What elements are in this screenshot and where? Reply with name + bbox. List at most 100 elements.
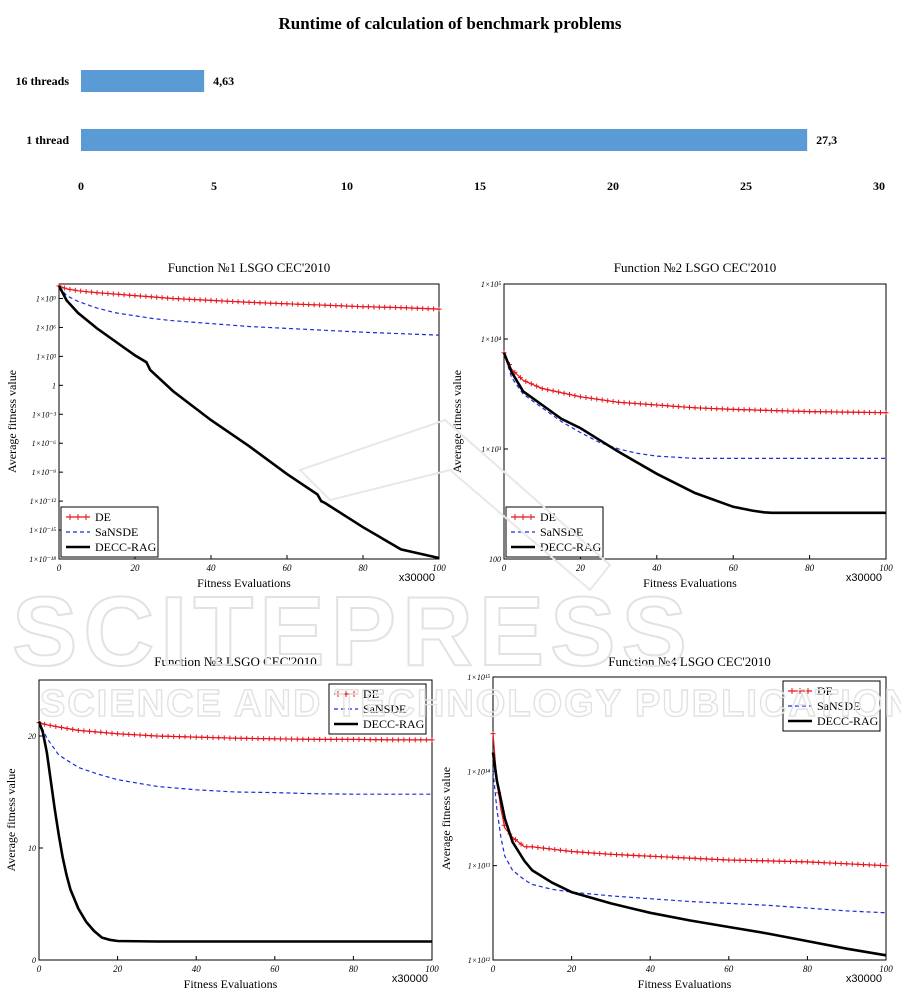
x-tick-label: 20 [113, 964, 123, 974]
y-tick-label: 1×10⁻¹² [30, 497, 57, 506]
y-tick-label: 1 [52, 381, 56, 390]
y-tick-label: 1×10³ [36, 352, 56, 361]
legend-entry: SaNSDE [363, 702, 406, 716]
x-tick-label: 20 [131, 563, 141, 573]
series-markers-de [490, 731, 889, 869]
y-tick-label: 1×10³ [481, 445, 501, 454]
x-tick-label: 100 [879, 964, 893, 974]
legend-entry: DE [95, 510, 111, 524]
bar-value-label: 27,3 [816, 133, 837, 147]
y-tick-label: 1×10¹³ [468, 862, 491, 871]
line-chart-function-2: Function №2 LSGO CEC'2010 0 20 40 60 80 100 Fit… [450, 260, 893, 590]
bar-chart-title: Runtime of calculation of benchmark prob… [279, 14, 622, 33]
bar-1-thread [81, 129, 808, 151]
y-tick-label: 1×10¹⁵ [467, 673, 490, 682]
x-tick-label: 80 [805, 563, 815, 573]
legend-swatch-markers [335, 691, 357, 697]
bar-x-tick-label: 30 [873, 179, 885, 193]
series-line-sansde [492, 771, 887, 914]
bar-category-label: 1 thread [26, 133, 69, 147]
bar-x-tick-label: 10 [341, 179, 353, 193]
x-axis-label: Fitness Evaluations [184, 977, 278, 991]
x-tick-label: 20 [576, 563, 586, 573]
x-tick-label: 80 [803, 964, 813, 974]
x-multiplier-label: x30000 [399, 572, 435, 584]
bar-x-tick-label: 5 [211, 179, 217, 193]
y-axis-label: Average fitness value [439, 767, 453, 870]
x-tick-label: 60 [729, 563, 739, 573]
y-tick-label: 1×10⁻³ [32, 410, 57, 419]
line-chart-function-4: Function №4 LSGO CEC'2010 0 20 40 60 80 100 Fit… [439, 654, 893, 991]
x-tick-label: 0 [57, 563, 62, 573]
x-multiplier-label: x30000 [392, 973, 428, 985]
y-tick-label: 10 [28, 844, 36, 853]
line-chart-title: Function №4 LSGO CEC'2010 [608, 654, 770, 669]
series-line-de [492, 733, 887, 867]
bar-16-threads [81, 70, 205, 92]
x-tick-label: 0 [491, 964, 496, 974]
x-multiplier-label: x30000 [846, 572, 882, 584]
bar-x-tick-label: 20 [607, 179, 619, 193]
x-tick-label: 40 [192, 964, 202, 974]
line-chart-title: Function №2 LSGO CEC'2010 [614, 260, 776, 275]
y-tick-label: 1×10⁻¹⁸ [29, 555, 56, 564]
line-chart-title: Function №1 LSGO CEC'2010 [168, 260, 330, 275]
x-tick-label: 40 [646, 964, 656, 974]
bar-value-label: 4,63 [213, 74, 234, 88]
y-tick-label: 1×10⁹ [36, 294, 56, 303]
legend-swatch-markers [67, 514, 89, 520]
legend-entry: SaNSDE [95, 525, 138, 539]
legend-swatch-markers [789, 688, 811, 694]
legend-box [328, 683, 427, 735]
x-tick-label: 40 [652, 563, 662, 573]
x-tick-label: 100 [879, 563, 893, 573]
y-tick-label: 0 [32, 956, 36, 965]
y-tick-label: 1×10⁴ [481, 335, 501, 344]
x-tick-label: 100 [425, 964, 439, 974]
series-markers-de [501, 350, 889, 416]
series-line-sansde [503, 352, 886, 459]
x-axis-label: Fitness Evaluations [638, 977, 732, 991]
x-multiplier-label: x30000 [846, 973, 882, 985]
x-tick-label: 60 [283, 563, 293, 573]
x-tick-label: 60 [270, 964, 280, 974]
x-tick-label: 0 [37, 964, 42, 974]
x-tick-label: 80 [359, 563, 369, 573]
y-axis-label: Average fitness value [450, 370, 464, 473]
bar-category-label: 16 threads [16, 74, 70, 88]
series-line-decc-rag [37, 720, 432, 943]
x-axis-label: Fitness Evaluations [643, 576, 737, 590]
series-markers-de [56, 283, 442, 312]
x-tick-label: 40 [207, 563, 217, 573]
plot-frame [38, 679, 433, 961]
x-tick-label: 0 [502, 563, 507, 573]
y-tick-label: 20 [28, 732, 36, 741]
y-tick-label: 1×10¹² [468, 956, 491, 965]
legend-entry: SaNSDE [540, 525, 583, 539]
y-tick-label: 1×10⁵ [481, 280, 501, 289]
runtime-bar-chart: Runtime of calculation of benchmark prob… [16, 14, 885, 193]
y-tick-label: 1×10⁶ [36, 323, 56, 332]
series-line-decc-rag [502, 352, 886, 515]
bar-x-tick-label: 25 [740, 179, 752, 193]
x-tick-label: 60 [724, 964, 734, 974]
legend-entry: DECC-RAG [817, 714, 879, 728]
plot-frame [492, 676, 887, 961]
bar-x-tick-label: 0 [78, 179, 84, 193]
bar-x-tick-label: 15 [474, 179, 486, 193]
y-tick-label: 1×10⁻⁶ [32, 439, 57, 448]
x-tick-label: 80 [349, 964, 359, 974]
series-line-sansde [58, 286, 440, 336]
legend-entry: DE [540, 510, 556, 524]
y-axis-label: Average fitness value [4, 768, 18, 871]
series-line-de [503, 352, 887, 414]
legend-box [782, 680, 881, 732]
legend-entry: DECC-RAG [540, 540, 602, 554]
y-tick-label: 1×10¹⁴ [467, 767, 490, 776]
legend-entry: SaNSDE [817, 699, 860, 713]
series-line-sansde [38, 721, 432, 795]
